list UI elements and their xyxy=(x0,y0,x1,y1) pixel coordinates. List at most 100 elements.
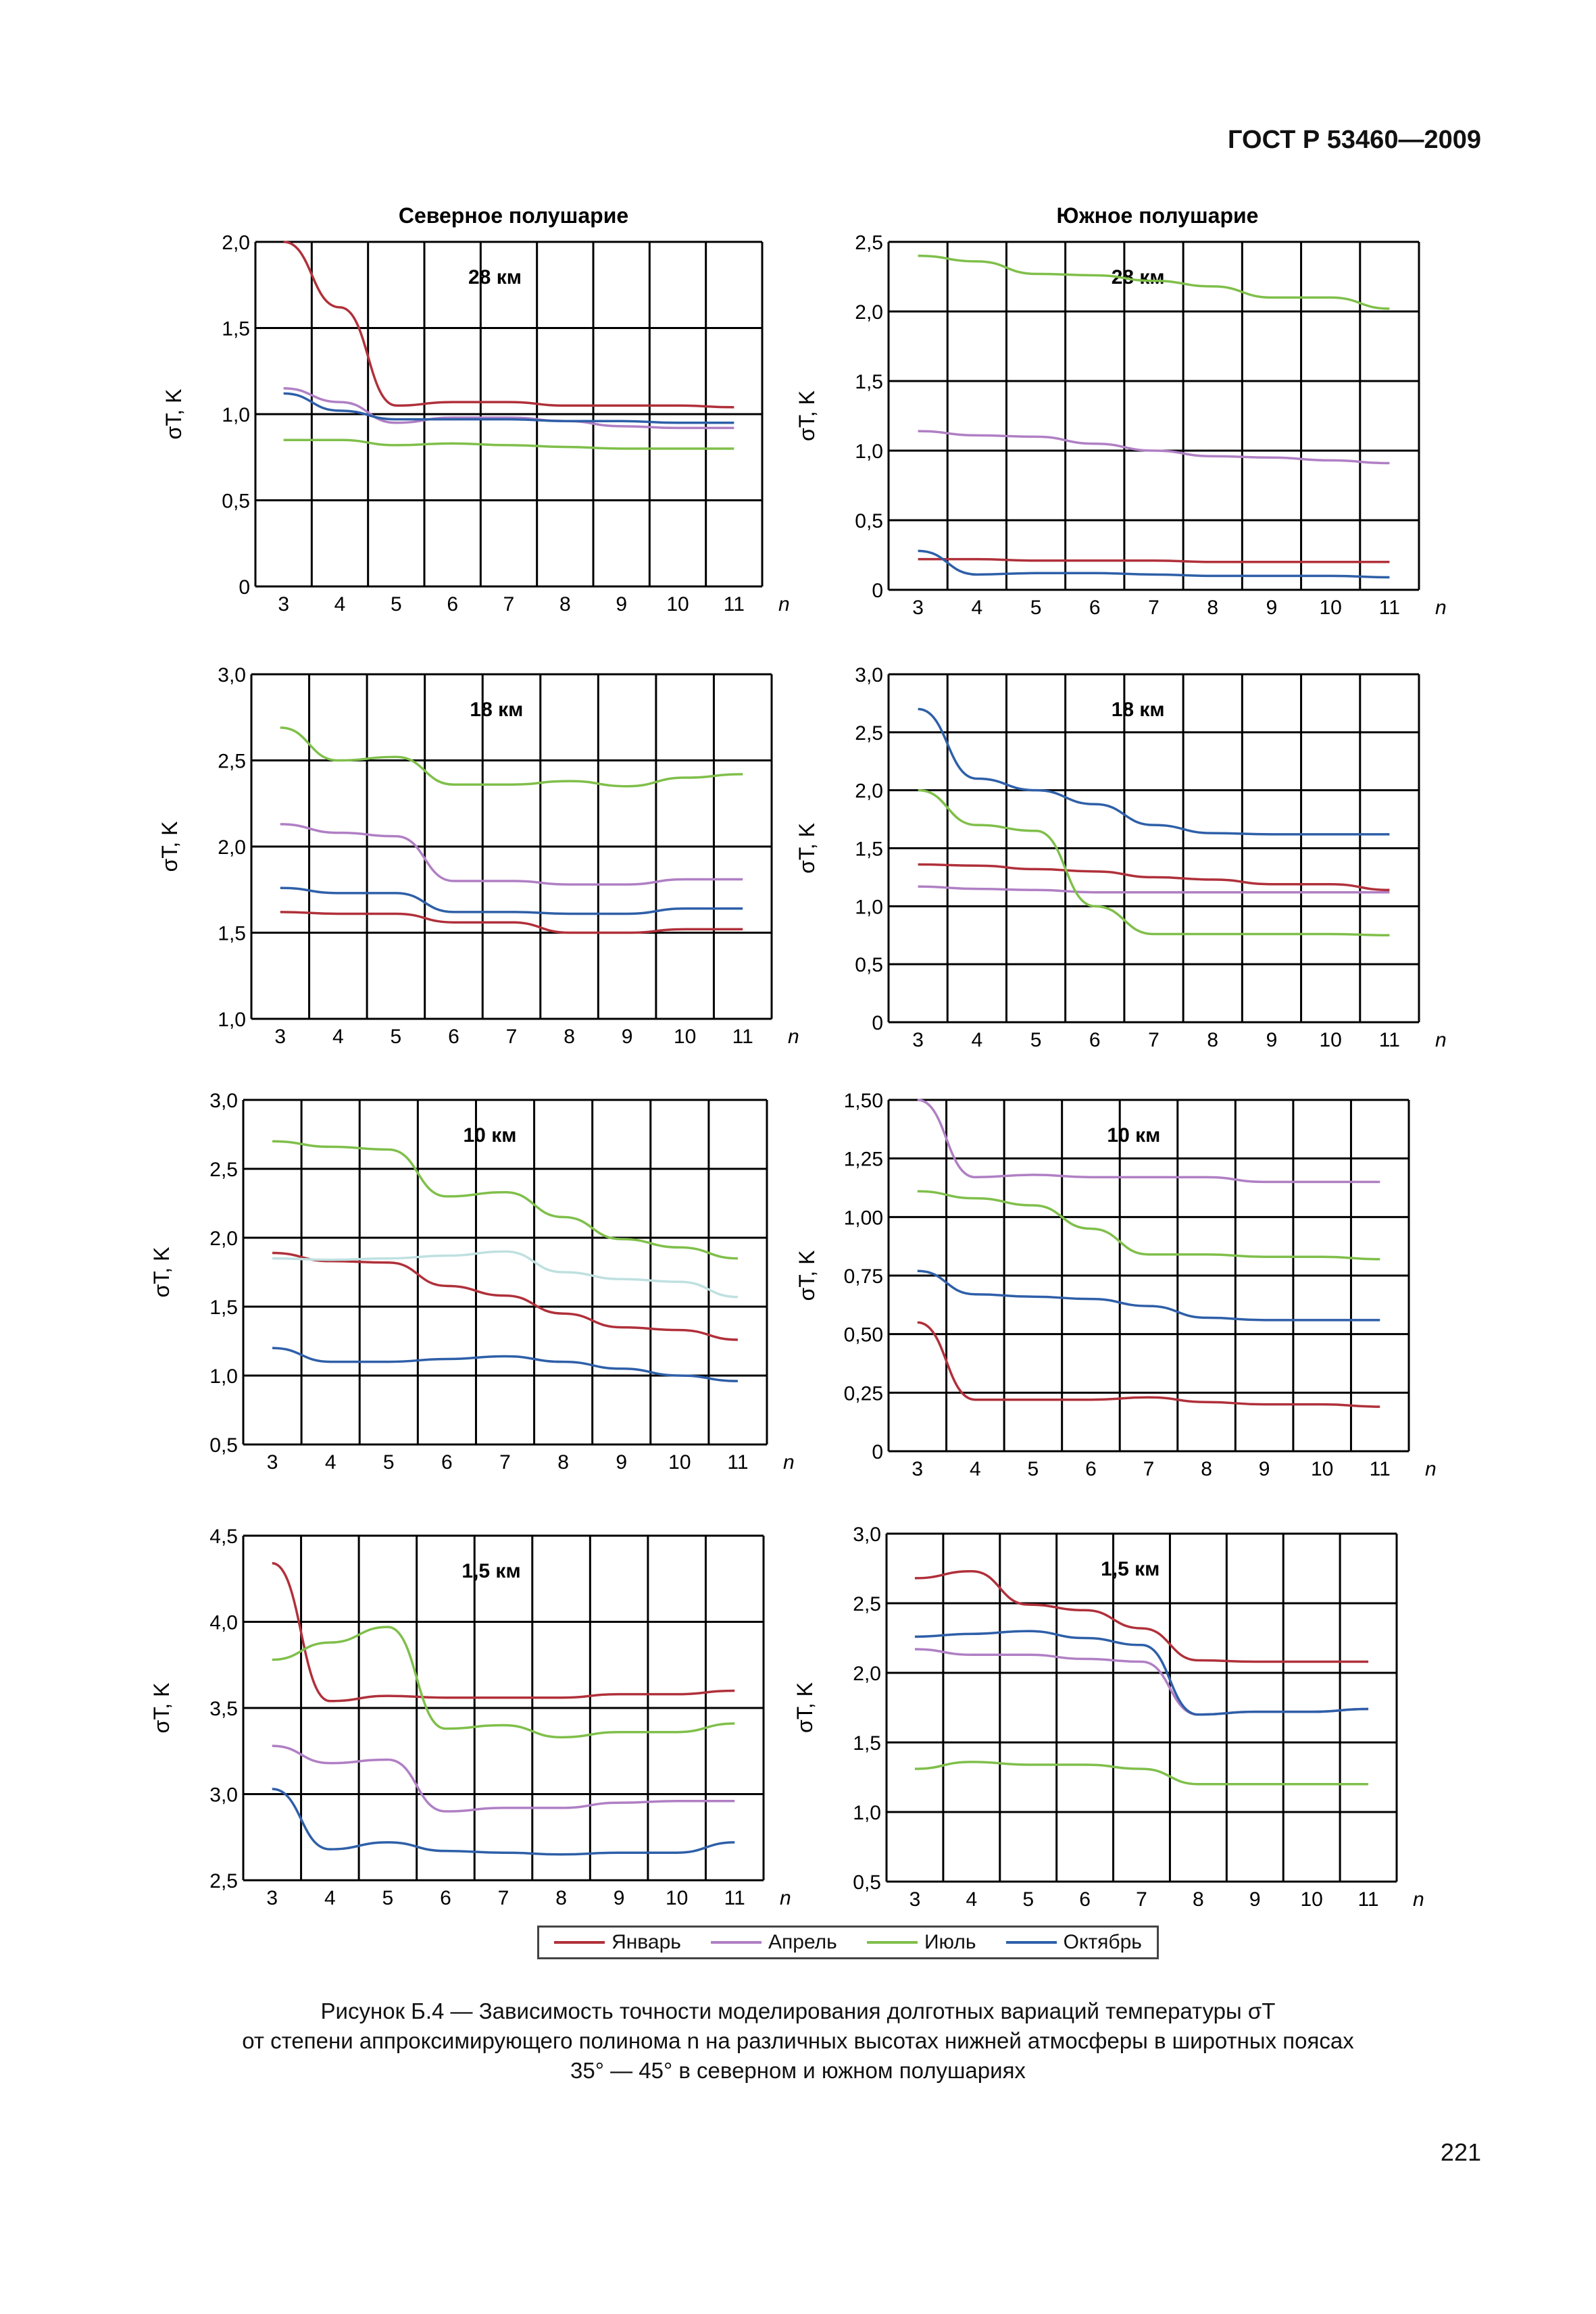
x-tick-label: 3 xyxy=(912,1029,924,1051)
series-line-Апрель xyxy=(918,885,1390,894)
chart-panel-4: 0 0,5 1,0 1,5 2,0 2,5 3,0 3 4 5 6 7 8 9 10 11 n σT, K 18 к… xyxy=(795,664,1447,1051)
y-tick-label: 2,0 xyxy=(855,301,883,324)
x-tick-label: 7 xyxy=(1136,1888,1147,1911)
chart-panel-5: 0,5 1,0 1,5 2,0 2,5 3,0 3 4 5 6 7 8 9 10 11 n σT, K 10 км xyxy=(149,1090,795,1474)
series-line-Январь xyxy=(918,557,1390,563)
y-tick-label: 1,0 xyxy=(218,1009,246,1031)
x-tick-label: 10 xyxy=(1319,597,1341,619)
series-line-Июль xyxy=(283,438,734,450)
x-tick-label: 4 xyxy=(971,1029,982,1051)
legend-swatch-july xyxy=(866,1941,918,1944)
y-tick-label: 2,0 xyxy=(218,836,246,859)
legend-label-april: Апрель xyxy=(768,1931,837,1953)
y-axis-label: σT, K xyxy=(795,391,819,441)
x-tick-label: 9 xyxy=(616,593,627,615)
legend-label-january: Январь xyxy=(612,1931,681,1953)
x-tick-label: 11 xyxy=(732,1026,753,1048)
x-tick-label: 10 xyxy=(666,593,689,615)
legend-label-july: Июль xyxy=(924,1931,976,1953)
x-axis-label: n xyxy=(780,1887,791,1909)
series-line-Июль xyxy=(918,788,1390,936)
x-tick-label: 3 xyxy=(278,593,289,615)
series-line-Апрель xyxy=(914,1648,1369,1716)
y-tick-label: 1,0 xyxy=(853,1802,881,1824)
chart-panel-2: 00,51,01,52,02,53 4 5 6 7 8 9 10 11 nσT, K28 км xyxy=(795,232,1447,619)
x-tick-label: 11 xyxy=(1357,1888,1378,1911)
chart-panel-7: 2,5 3,0 3,5 4,0 4,5 3 4 5 6 7 8 9 10 11 n σT, K 1,5 км xyxy=(149,1526,791,1909)
x-tick-label: 4 xyxy=(966,1888,977,1911)
series-line-Июль xyxy=(918,254,1390,310)
x-tick-label: 8 xyxy=(557,1451,569,1474)
y-tick-label: 3,5 xyxy=(209,1698,238,1720)
y-tick-label: 2,5 xyxy=(855,722,883,745)
legend-swatch-april xyxy=(711,1941,762,1944)
legend-item-january: Январь xyxy=(554,1931,681,1954)
legend-item-april: Апрель xyxy=(711,1931,837,1954)
chart-panel-3: 1,0 1,5 2,0 2,5 3,0 3 4 5 6 7 8 9 10 11 n σT, K 18 км xyxy=(157,664,799,1048)
x-tick-label: 7 xyxy=(1148,597,1159,619)
x-tick-label: 8 xyxy=(559,593,571,615)
x-tick-label: 9 xyxy=(1266,597,1278,619)
series-line-Октябрь xyxy=(914,1630,1369,1716)
y-tick-label: 0,25 xyxy=(844,1382,883,1405)
series-line-Октябрь xyxy=(918,549,1390,579)
x-axis-label: n xyxy=(1435,597,1447,619)
y-tick-label: 2,0 xyxy=(855,780,883,803)
x-tick-label: 6 xyxy=(440,1887,451,1909)
column-title-north: Северное полушарие xyxy=(399,203,628,228)
x-tick-label: 8 xyxy=(1207,597,1218,619)
x-tick-label: 6 xyxy=(1089,597,1101,619)
chart-altitude-title: 1,5 км xyxy=(1101,1558,1159,1580)
x-tick-label: 8 xyxy=(564,1026,575,1048)
standard-number: ГОСТ Р 53460—2009 xyxy=(1228,126,1481,154)
x-axis-label: n xyxy=(1413,1888,1424,1911)
chart-altitude-title: 28 км xyxy=(468,266,522,288)
series-line-Июль xyxy=(272,1140,738,1260)
series-line-Октябрь xyxy=(283,392,734,424)
series-line-Апрель xyxy=(918,430,1390,465)
y-tick-label: 3,0 xyxy=(209,1090,238,1112)
x-tick-label: 7 xyxy=(503,593,515,615)
y-tick-label: 0,75 xyxy=(844,1265,883,1288)
y-tick-label: 3,0 xyxy=(853,1524,881,1546)
y-tick-label: 2,5 xyxy=(209,1870,238,1892)
x-tick-label: 8 xyxy=(1201,1458,1212,1480)
legend-swatch-october xyxy=(1005,1941,1057,1944)
series-line-Январь xyxy=(272,1251,738,1341)
x-tick-label: 4 xyxy=(324,1887,336,1909)
chart-altitude-title: 18 км xyxy=(1112,699,1165,721)
y-tick-label: 1,00 xyxy=(844,1207,883,1229)
series-line-Апрель xyxy=(283,387,734,430)
x-tick-label: 8 xyxy=(1207,1029,1218,1051)
x-tick-label: 10 xyxy=(668,1451,691,1474)
y-tick-label: 3,0 xyxy=(855,664,883,686)
y-tick-label: 2,5 xyxy=(209,1159,238,1181)
y-tick-label: 1,0 xyxy=(222,404,250,426)
column-title-south: Южное полушарие xyxy=(1057,203,1259,228)
series-line-Июль xyxy=(280,726,743,788)
series-line-Апрель xyxy=(917,1099,1380,1184)
legend: Январь Апрель Июль Октябрь xyxy=(537,1926,1159,1959)
caption-line-3: 35° — 45° в северном и южном полушариях xyxy=(570,2058,1026,2083)
y-tick-label: 2,0 xyxy=(853,1663,881,1685)
x-tick-label: 10 xyxy=(1311,1458,1333,1480)
series-line-Июль xyxy=(914,1761,1369,1786)
x-tick-label: 5 xyxy=(391,1026,402,1048)
x-tick-label: 7 xyxy=(1148,1029,1159,1051)
x-tick-label: 11 xyxy=(1379,1029,1400,1051)
x-axis-label: n xyxy=(1425,1458,1437,1480)
series-line-Октябрь xyxy=(917,1269,1380,1322)
series-line-Апрель xyxy=(280,823,743,886)
x-tick-label: 5 xyxy=(1030,1029,1042,1051)
y-axis-label: σT, K xyxy=(161,389,186,440)
legend-label-october: Октябрь xyxy=(1063,1931,1142,1953)
y-tick-label: 2,5 xyxy=(218,751,246,773)
x-axis-label: n xyxy=(778,593,790,615)
series-line-Июль xyxy=(917,1190,1380,1261)
x-tick-label: 4 xyxy=(971,597,982,619)
chart-panel-8: 0,5 1,0 1,5 2,0 2,5 3,0 3 4 5 6 7 8 9 10 11 n σT, K 1,5 к… xyxy=(793,1524,1424,1911)
chart-altitude-title: 1,5 км xyxy=(462,1560,520,1582)
y-tick-label: 1,0 xyxy=(855,441,883,463)
x-tick-label: 4 xyxy=(325,1451,336,1474)
y-tick-label: 1,50 xyxy=(844,1090,883,1112)
